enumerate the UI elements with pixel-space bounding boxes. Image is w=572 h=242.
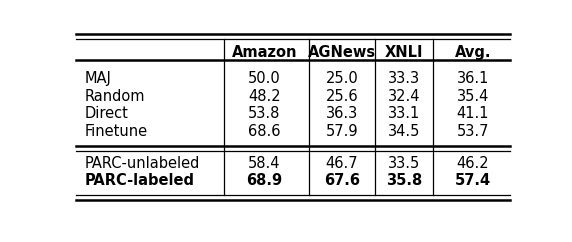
Text: 67.6: 67.6 xyxy=(324,174,360,189)
Text: 33.5: 33.5 xyxy=(388,156,420,171)
Text: PARC-unlabeled: PARC-unlabeled xyxy=(85,156,200,171)
Text: 46.7: 46.7 xyxy=(325,156,358,171)
Text: 34.5: 34.5 xyxy=(388,124,420,139)
Text: Amazon: Amazon xyxy=(232,45,297,60)
Text: 32.4: 32.4 xyxy=(388,89,420,104)
Text: 53.8: 53.8 xyxy=(248,106,280,121)
Text: 57.4: 57.4 xyxy=(455,174,491,189)
Text: PARC-labeled: PARC-labeled xyxy=(85,174,195,189)
Text: 25.6: 25.6 xyxy=(325,89,358,104)
Text: 57.9: 57.9 xyxy=(325,124,358,139)
Text: AGNews: AGNews xyxy=(308,45,376,60)
Text: 48.2: 48.2 xyxy=(248,89,281,104)
Text: 36.1: 36.1 xyxy=(456,71,489,86)
Text: 25.0: 25.0 xyxy=(325,71,358,86)
Text: XNLI: XNLI xyxy=(385,45,423,60)
Text: 35.4: 35.4 xyxy=(456,89,489,104)
Text: 41.1: 41.1 xyxy=(456,106,489,121)
Text: Direct: Direct xyxy=(85,106,129,121)
Text: Finetune: Finetune xyxy=(85,124,148,139)
Text: 33.3: 33.3 xyxy=(388,71,420,86)
Text: Avg.: Avg. xyxy=(454,45,491,60)
Text: 58.4: 58.4 xyxy=(248,156,281,171)
Text: 46.2: 46.2 xyxy=(456,156,489,171)
Text: 33.1: 33.1 xyxy=(388,106,420,121)
Text: 68.6: 68.6 xyxy=(248,124,281,139)
Text: MAJ: MAJ xyxy=(85,71,112,86)
Text: 50.0: 50.0 xyxy=(248,71,281,86)
Text: Random: Random xyxy=(85,89,145,104)
Text: 53.7: 53.7 xyxy=(456,124,489,139)
Text: 68.9: 68.9 xyxy=(247,174,283,189)
Text: 35.8: 35.8 xyxy=(386,174,422,189)
Text: 36.3: 36.3 xyxy=(326,106,358,121)
